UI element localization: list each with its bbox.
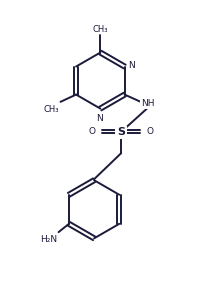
Text: O: O <box>147 127 153 136</box>
Text: N: N <box>96 114 103 123</box>
Text: NH: NH <box>141 99 155 108</box>
Text: CH₃: CH₃ <box>93 25 108 34</box>
Text: N: N <box>128 61 135 70</box>
Text: CH₃: CH₃ <box>44 105 60 114</box>
Text: S: S <box>117 128 125 138</box>
Text: H₂N: H₂N <box>40 235 57 244</box>
Text: O: O <box>89 127 96 136</box>
